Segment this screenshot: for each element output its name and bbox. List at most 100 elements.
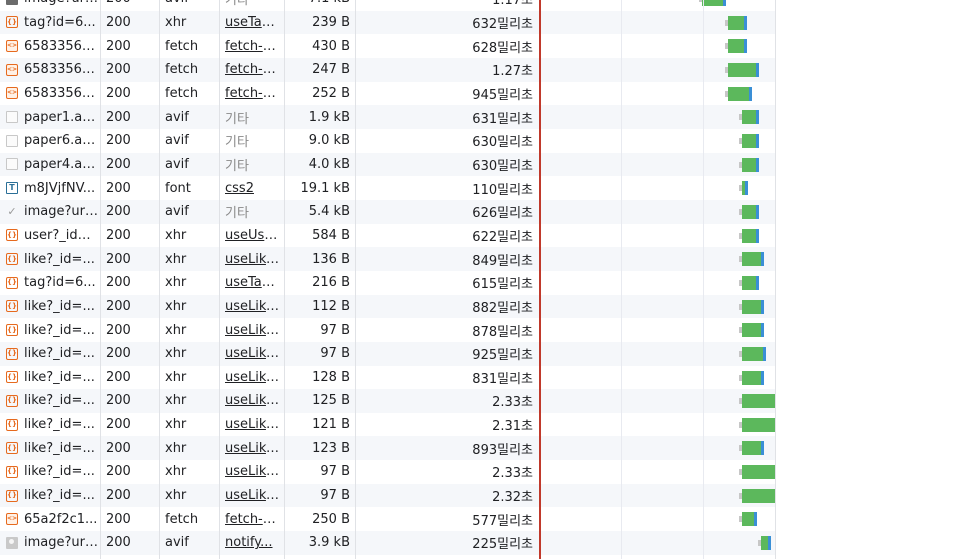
network-request-row[interactable]: {} user?_id=... 200 xhr useUse... 584 B 622밀리초 bbox=[0, 224, 775, 248]
waterfall-bar bbox=[739, 370, 764, 385]
initiator-cell[interactable]: notify... bbox=[219, 531, 284, 555]
request-name-cell[interactable]: {} tag?id=6... bbox=[0, 11, 100, 35]
initiator-cell[interactable]: useLike... bbox=[219, 413, 284, 437]
initiator-link[interactable]: useLike... bbox=[225, 322, 279, 338]
network-request-row[interactable]: {} like?_id=... 200 xhr useLike... 97 B 2.32초 bbox=[0, 483, 775, 508]
initiator-cell[interactable]: fetch-s... bbox=[219, 34, 284, 58]
request-name-cell[interactable]: {} tag?id=6... bbox=[0, 271, 100, 295]
request-name-cell[interactable]: <> 65a2f2c1... bbox=[0, 507, 100, 531]
request-name-cell[interactable]: image?url... bbox=[0, 0, 100, 11]
network-request-row[interactable]: {} like?_id=... 200 xhr useLike... 128 B 831밀리… bbox=[0, 366, 775, 390]
initiator-cell[interactable]: useTag... bbox=[219, 11, 284, 35]
initiator-cell[interactable]: useLike... bbox=[219, 247, 284, 271]
initiator-link[interactable]: useLike... bbox=[225, 488, 279, 504]
request-name-cell[interactable]: <> 65833560... bbox=[0, 82, 100, 106]
initiator-link[interactable]: useLike... bbox=[225, 298, 279, 314]
network-request-row[interactable]: image?url... 200 avif notify... 3.9 kB 225밀리초 bbox=[0, 531, 775, 555]
request-name-cell[interactable]: paper4.avif bbox=[0, 153, 100, 177]
network-request-row[interactable]: ✓ image?url... 200 avif 기타 5.4 kB 626밀리초 bbox=[0, 199, 775, 224]
network-request-row[interactable]: paper1.avif 200 avif 기타 1.9 kB 631밀리초 bbox=[0, 105, 775, 129]
network-request-row[interactable]: <> 65833560... 200 fetch fetch-s... 430 B 628밀… bbox=[0, 34, 775, 58]
initiator-cell[interactable]: useLike... bbox=[219, 436, 284, 460]
waterfall-cell bbox=[538, 34, 775, 58]
request-name-cell[interactable]: {} like?_id=... bbox=[0, 389, 100, 413]
request-name-cell[interactable]: {} like?_id=... bbox=[0, 342, 100, 366]
waterfall-cell bbox=[538, 484, 775, 508]
initiator-link[interactable]: fetch-s... bbox=[225, 38, 279, 54]
xhr-icon: {} bbox=[6, 394, 18, 407]
type-cell: xhr bbox=[165, 369, 187, 385]
request-name-cell[interactable]: {} like?_id=... bbox=[0, 295, 100, 319]
initiator-cell[interactable]: useUse... bbox=[219, 224, 284, 248]
initiator-cell[interactable]: css2 bbox=[219, 176, 284, 200]
initiator-link[interactable]: useLike... bbox=[225, 251, 279, 267]
initiator-cell[interactable]: useLike... bbox=[219, 366, 284, 390]
initiator-link[interactable]: fetch-s... bbox=[225, 62, 279, 78]
initiator-link[interactable]: useLike... bbox=[225, 417, 279, 433]
request-name-cell[interactable]: paper6.avif bbox=[0, 129, 100, 153]
initiator-link[interactable]: fetch-s... bbox=[225, 511, 279, 527]
network-request-row[interactable]: {} like?_id=... 200 xhr useLike... 97 B 2.33초 bbox=[0, 460, 775, 484]
type-cell: xhr bbox=[165, 322, 187, 338]
request-name-cell[interactable]: <> 65833560... bbox=[0, 58, 100, 82]
network-request-row[interactable]: {} like?_id=... 200 xhr useLike... 112 B 882밀리… bbox=[0, 294, 775, 319]
network-request-row[interactable]: <> 65833560... 200 fetch fetch-s... 252 B 945밀… bbox=[0, 82, 775, 106]
request-name-cell[interactable]: image?url... bbox=[0, 531, 100, 555]
request-name-cell[interactable]: {} like?_id=... bbox=[0, 413, 100, 437]
size-cell: 7.1 kB bbox=[284, 0, 355, 11]
initiator-link[interactable]: css2 bbox=[225, 180, 254, 196]
request-name-cell[interactable]: {} like?_id=... bbox=[0, 366, 100, 390]
request-name-cell[interactable]: <> 65833560... bbox=[0, 34, 100, 58]
initiator-link[interactable]: useLike... bbox=[225, 346, 279, 362]
request-name-cell[interactable]: {} like?_id=... bbox=[0, 436, 100, 460]
network-request-row[interactable]: paper6.avif 200 avif 기타 9.0 kB 630밀리초 bbox=[0, 129, 775, 153]
waterfall-cell bbox=[538, 531, 775, 555]
waterfall-bar bbox=[699, 0, 726, 6]
initiator-cell[interactable]: useLike... bbox=[219, 484, 284, 508]
request-name-cell[interactable]: paper1.avif bbox=[0, 105, 100, 129]
initiator-cell[interactable]: useLike... bbox=[219, 460, 284, 484]
network-request-row[interactable]: {} like?_id=... 200 xhr useLike... 136 B 849밀리… bbox=[0, 247, 775, 271]
initiator-link[interactable]: useLike... bbox=[225, 393, 279, 409]
initiator-link[interactable]: useLike... bbox=[225, 369, 279, 385]
request-name-cell[interactable]: {} like?_id=... bbox=[0, 484, 100, 508]
time-cell: 632밀리초 bbox=[472, 16, 533, 32]
request-name: image?url... bbox=[24, 535, 98, 551]
network-request-row[interactable]: {} like?_id=... 200 xhr useLike... 121 B 2.31초 bbox=[0, 413, 775, 437]
initiator-link[interactable]: useUse... bbox=[225, 227, 279, 243]
initiator-cell[interactable]: fetch-s... bbox=[219, 82, 284, 106]
initiator-link[interactable]: fetch-s... bbox=[225, 85, 279, 101]
size-cell: 97 B bbox=[320, 346, 350, 362]
request-name-cell[interactable]: ✓ image?url... bbox=[0, 200, 100, 224]
initiator-cell[interactable]: useTag... bbox=[219, 271, 284, 295]
xhr-icon: {} bbox=[6, 300, 18, 313]
network-request-row[interactable]: {} tag?id=6... 200 xhr useTag... 216 B 615밀리초 bbox=[0, 271, 775, 295]
network-request-row[interactable]: {} like?_id=... 200 xhr useLike... 97 B 925밀리초 bbox=[0, 341, 775, 366]
initiator-cell[interactable]: fetch-s... bbox=[219, 507, 284, 531]
request-name-cell[interactable]: {} like?_id=... bbox=[0, 460, 100, 484]
initiator-cell[interactable]: useLike... bbox=[219, 389, 284, 413]
request-name-cell[interactable]: {} like?_id=... bbox=[0, 318, 100, 342]
request-name-cell[interactable]: {} user?_id=... bbox=[0, 224, 100, 248]
network-request-row[interactable]: {} like?_id=... 200 xhr useLike... 97 B 878밀리초 bbox=[0, 318, 775, 342]
initiator-cell[interactable]: useLike... bbox=[219, 342, 284, 366]
initiator-link[interactable]: useTag... bbox=[225, 275, 279, 291]
initiator-cell[interactable]: useLike... bbox=[219, 295, 284, 319]
network-request-row[interactable]: <> 65833560... 200 fetch fetch-s... 247 B 1.27… bbox=[0, 57, 775, 82]
network-request-row[interactable]: {} tag?id=6... 200 xhr useTag... 239 B 632밀리초 bbox=[0, 10, 775, 35]
initiator-link[interactable]: useTag... bbox=[225, 14, 279, 30]
network-request-row[interactable]: <> 65a2f2c1... 200 fetch fetch-s... 250 B 577밀… bbox=[0, 507, 775, 531]
network-request-row[interactable]: paper4.avif 200 avif 기타 4.0 kB 630밀리초 bbox=[0, 152, 775, 177]
request-name-cell[interactable]: {} like?_id=... bbox=[0, 247, 100, 271]
initiator-cell[interactable]: useLike... bbox=[219, 318, 284, 342]
initiator-cell[interactable]: fetch-s... bbox=[219, 58, 284, 82]
network-request-row[interactable]: {} like?_id=... 200 xhr useLike... 123 B 893밀리… bbox=[0, 436, 775, 461]
fetch-icon: <> bbox=[6, 87, 18, 100]
network-request-row[interactable]: {} like?_id=... 200 xhr useLike... 125 B 2.33초 bbox=[0, 389, 775, 413]
initiator-link[interactable]: notify... bbox=[225, 535, 273, 551]
initiator-link[interactable]: useLike... bbox=[225, 464, 279, 480]
initiator-link[interactable]: useLike... bbox=[225, 440, 279, 456]
